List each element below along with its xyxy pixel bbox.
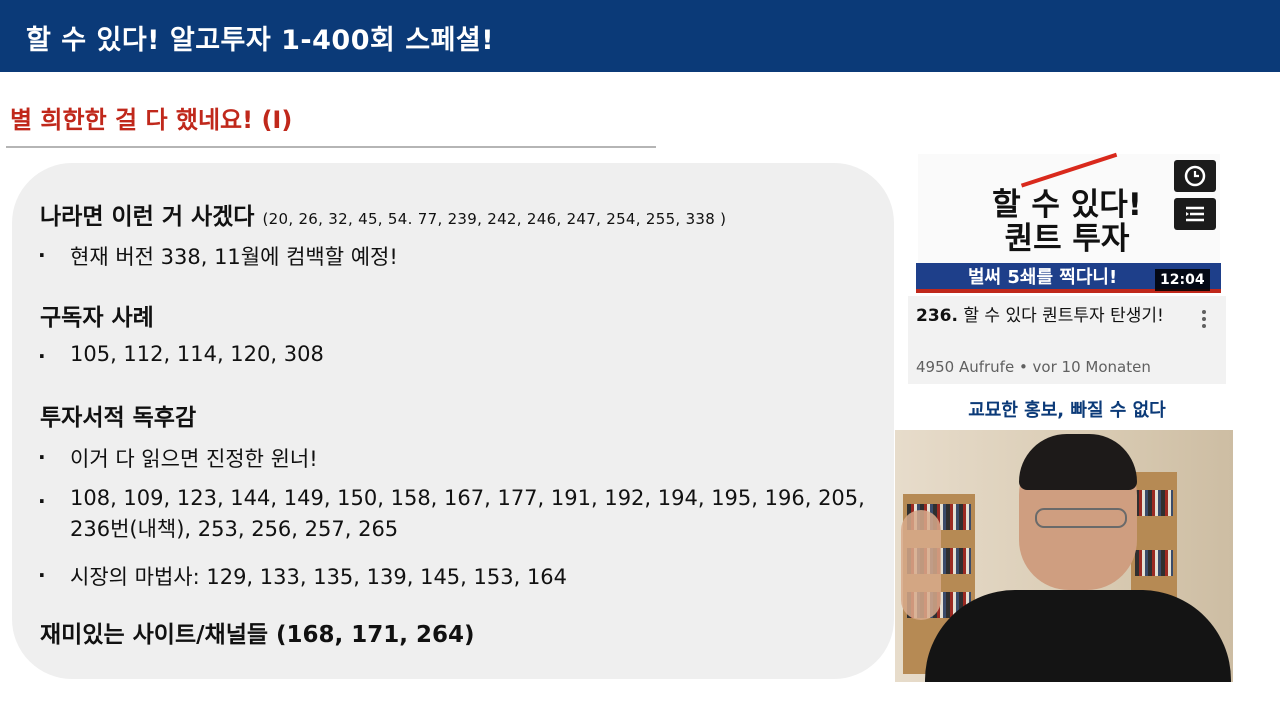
video-thumbnail[interactable]: 할 수 있다! 퀀트 투자 벌써 5쇄를 찍다니! 12:04 bbox=[908, 148, 1226, 296]
bullet-text: 108, 109, 123, 144, 149, 150, 158, 167, … bbox=[70, 486, 865, 541]
book-cover bbox=[918, 154, 1220, 266]
divider bbox=[6, 146, 656, 148]
webcam-video bbox=[895, 430, 1233, 682]
section-heading-sites: 재미있는 사이트/채널들 (168, 171, 264) bbox=[40, 622, 475, 648]
video-title-text: 할 수 있다 퀀트투자 탄생기! bbox=[963, 306, 1164, 326]
video-title[interactable]: 236. 할 수 있다 퀀트투자 탄생기! bbox=[916, 306, 1198, 327]
more-vert-icon[interactable] bbox=[1198, 308, 1210, 330]
section-heading-books: 투자서적 독후감 bbox=[40, 405, 197, 431]
bullet-text: 105, 112, 114, 120, 308 bbox=[70, 342, 324, 366]
section-heading-subscriber: 구독자 사례 bbox=[40, 305, 154, 331]
person-hand bbox=[901, 510, 941, 620]
section-heading-buy: 나라면 이런 거 사겠다 (20, 26, 32, 45, 54. 77, 23… bbox=[40, 197, 726, 231]
banner-text: 벌써 5쇄를 찍다니! bbox=[968, 267, 1118, 288]
bullet-text: 시장의 마법사: 129, 133, 135, 139, 145, 153, 1… bbox=[70, 565, 568, 589]
bullet-text: 이거 다 읽으면 진정한 윈너! bbox=[70, 447, 318, 471]
video-meta: 4950 Aufrufe • vor 10 Monaten bbox=[916, 358, 1151, 376]
page-title: 할 수 있다! 알고투자 1-400회 스페셜! bbox=[26, 25, 495, 56]
thumbnail-title: 할 수 있다! 퀀트 투자 bbox=[992, 187, 1142, 257]
bullet-dot: · bbox=[38, 489, 46, 513]
bullet-dot: · bbox=[38, 344, 46, 368]
bullet-dot: · bbox=[38, 445, 46, 469]
person-shirt bbox=[925, 590, 1231, 682]
section-subtitle: 별 희한한 걸 다 했네요! (I) bbox=[10, 106, 293, 134]
bullet-dot: · bbox=[38, 243, 46, 267]
header-bar: 할 수 있다! 알고투자 1-400회 스페셜! bbox=[0, 0, 1280, 72]
heading-numbers: (20, 26, 32, 45, 54. 77, 239, 242, 246, … bbox=[262, 210, 727, 228]
content-panel: 나라면 이런 거 사겠다 (20, 26, 32, 45, 54. 77, 23… bbox=[12, 163, 894, 679]
bullet-text: 현재 버전 338, 11월에 컴백할 예정! bbox=[70, 245, 398, 269]
heading-text: 나라면 이런 거 사겠다 bbox=[40, 204, 255, 230]
video-card[interactable]: 할 수 있다! 퀀트 투자 벌써 5쇄를 찍다니! 12:04 236. 할 수… bbox=[908, 148, 1226, 384]
promo-caption: 교묘한 홍보, 빠질 수 없다 bbox=[968, 400, 1166, 421]
glasses-icon bbox=[1035, 508, 1127, 528]
person-hair bbox=[1019, 434, 1137, 490]
video-number: 236. bbox=[916, 306, 958, 326]
bullet-dot: · bbox=[38, 563, 46, 587]
video-duration: 12:04 bbox=[1155, 269, 1210, 291]
playlist-add-icon[interactable] bbox=[1174, 198, 1216, 230]
clock-icon[interactable] bbox=[1174, 160, 1216, 192]
